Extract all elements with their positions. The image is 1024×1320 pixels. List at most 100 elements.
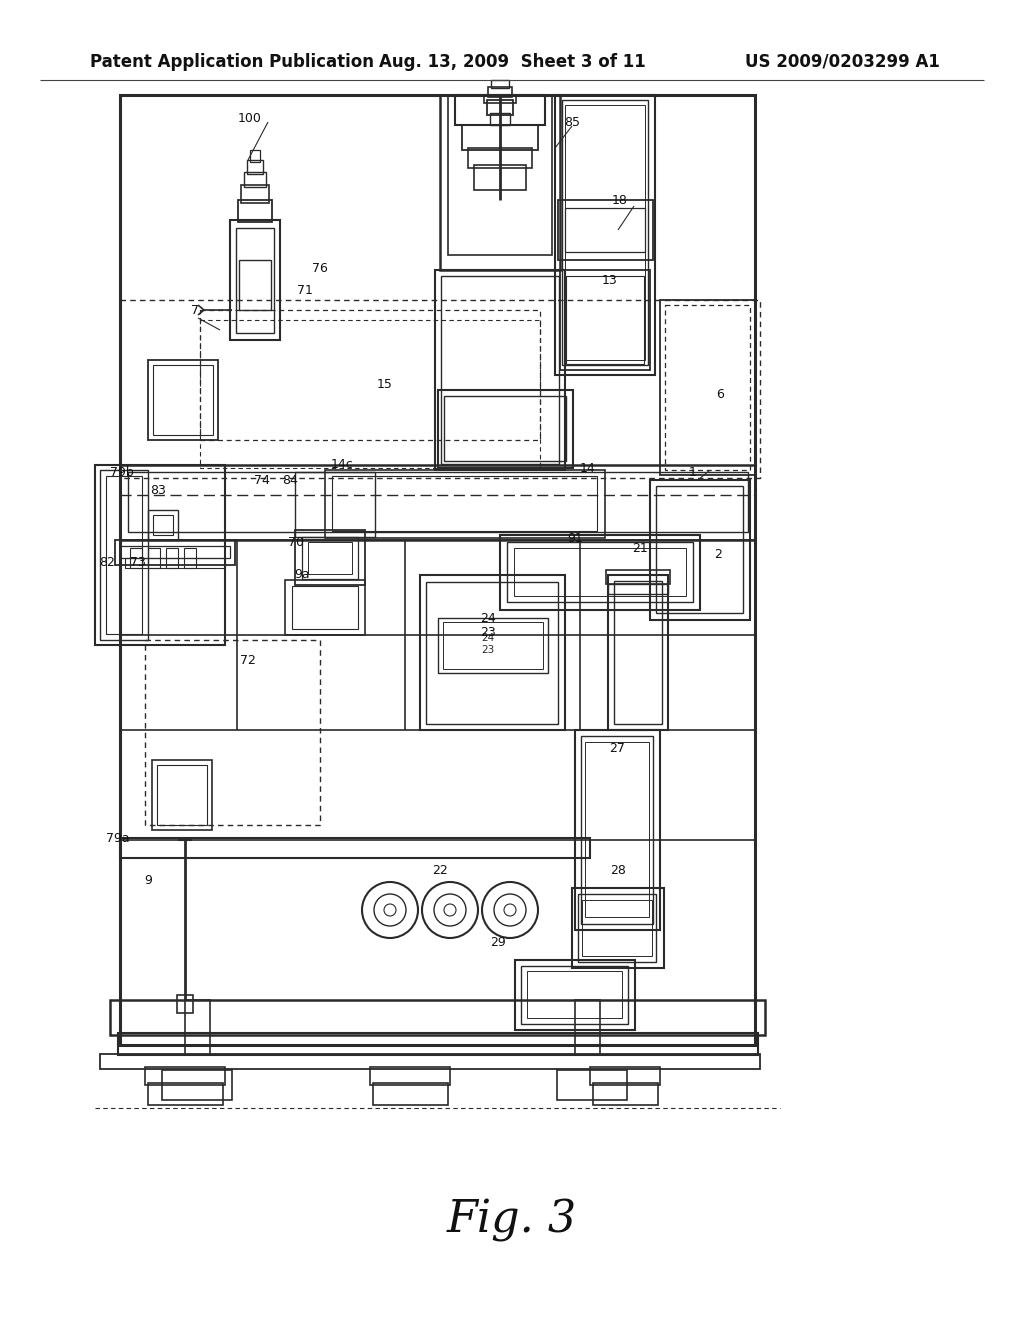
Bar — [515, 960, 635, 1030]
Bar — [443, 622, 543, 669]
Text: 100: 100 — [238, 111, 262, 124]
Bar — [527, 972, 622, 1018]
Bar — [148, 510, 178, 540]
Text: 84: 84 — [282, 474, 298, 487]
Text: 79b: 79b — [111, 466, 134, 479]
Bar — [449, 95, 552, 255]
Bar — [656, 486, 743, 612]
Bar — [162, 1071, 232, 1100]
Bar — [184, 548, 196, 568]
Bar — [332, 477, 597, 531]
Bar — [157, 766, 207, 825]
Text: 9: 9 — [144, 874, 152, 887]
Bar — [148, 360, 218, 440]
Bar — [462, 125, 538, 150]
Bar — [295, 531, 365, 585]
Text: 71: 71 — [297, 284, 313, 297]
Bar — [153, 366, 213, 436]
Text: 70: 70 — [288, 536, 304, 549]
Bar — [166, 548, 178, 568]
Text: 24
23: 24 23 — [481, 634, 495, 655]
Bar — [660, 300, 755, 475]
Text: Fig. 3: Fig. 3 — [446, 1199, 578, 1242]
Bar — [572, 888, 664, 968]
Text: 18: 18 — [612, 194, 628, 206]
Text: 21: 21 — [632, 541, 648, 554]
Bar — [488, 87, 512, 96]
Bar — [566, 276, 644, 364]
Text: 9a: 9a — [294, 569, 310, 582]
Bar — [665, 305, 750, 470]
Bar — [441, 276, 559, 465]
Bar — [555, 95, 655, 375]
Bar — [581, 737, 653, 924]
Bar — [606, 570, 670, 583]
Bar — [370, 1067, 450, 1085]
Text: 85: 85 — [564, 116, 580, 128]
Bar — [145, 640, 319, 825]
Text: Aug. 13, 2009  Sheet 3 of 11: Aug. 13, 2009 Sheet 3 of 11 — [379, 53, 645, 71]
Bar — [435, 271, 565, 470]
Bar — [247, 160, 263, 174]
Bar — [239, 260, 271, 310]
Text: 82: 82 — [99, 556, 115, 569]
Bar — [302, 537, 358, 579]
Bar — [152, 760, 212, 830]
Bar — [582, 900, 652, 956]
Bar — [514, 548, 686, 597]
Text: 13: 13 — [602, 273, 617, 286]
Bar — [500, 535, 700, 610]
Bar — [148, 548, 160, 568]
Text: 74: 74 — [254, 474, 270, 487]
Bar — [575, 1001, 600, 1055]
Bar — [292, 586, 358, 630]
Bar — [373, 1082, 449, 1105]
Bar — [608, 576, 668, 730]
Bar — [100, 470, 148, 640]
Bar — [285, 579, 365, 635]
Bar — [590, 1067, 660, 1085]
Bar — [608, 583, 668, 594]
Bar — [426, 582, 558, 723]
Bar — [650, 480, 750, 620]
Text: 23: 23 — [480, 626, 496, 639]
Bar — [593, 1082, 658, 1105]
Bar — [120, 95, 755, 1045]
Bar — [420, 576, 565, 730]
Bar — [230, 220, 280, 341]
Bar — [110, 1001, 765, 1035]
Bar — [120, 838, 590, 858]
Bar — [438, 618, 548, 673]
Bar — [120, 546, 230, 558]
Bar — [484, 95, 516, 103]
Bar — [507, 543, 693, 602]
Text: 7: 7 — [191, 304, 199, 317]
Bar — [120, 300, 760, 478]
Text: 27: 27 — [609, 742, 625, 755]
Bar — [106, 477, 142, 634]
Bar — [474, 165, 526, 190]
Bar — [440, 95, 560, 271]
Bar — [241, 185, 269, 203]
Text: 76: 76 — [312, 261, 328, 275]
Bar — [558, 201, 653, 260]
Text: 83: 83 — [151, 483, 166, 496]
Bar — [238, 201, 272, 222]
Text: 79a: 79a — [106, 832, 130, 845]
Bar — [148, 1082, 223, 1105]
Bar — [244, 172, 266, 187]
Bar — [468, 148, 532, 168]
Text: 72: 72 — [240, 653, 256, 667]
Bar — [185, 1001, 210, 1055]
Text: 28: 28 — [610, 863, 626, 876]
Bar — [115, 540, 234, 565]
Bar — [614, 581, 662, 723]
Bar — [560, 271, 650, 370]
Bar — [308, 543, 352, 574]
Bar — [130, 548, 142, 568]
Bar — [177, 995, 193, 1012]
Text: 14c: 14c — [331, 458, 353, 471]
Text: 24: 24 — [480, 611, 496, 624]
Bar — [118, 1034, 758, 1055]
Text: 6: 6 — [716, 388, 724, 401]
